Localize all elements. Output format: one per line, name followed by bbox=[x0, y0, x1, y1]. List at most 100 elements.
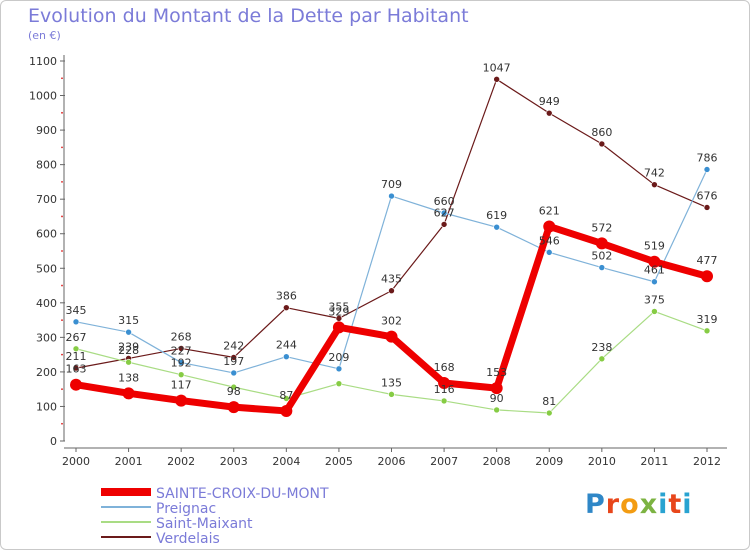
data-point-verdelais bbox=[493, 76, 500, 83]
data-point-verdelais bbox=[703, 204, 711, 211]
data-label-sainte-croix-du-mont: 621 bbox=[539, 204, 560, 217]
data-point-preignac bbox=[230, 369, 238, 377]
x-tick-label: 2001 bbox=[115, 455, 143, 468]
data-point-sainte-croix-du-mont bbox=[648, 255, 661, 268]
data-point-preignac bbox=[335, 365, 343, 373]
data-label-sainte-croix-du-mont: 87 bbox=[279, 389, 293, 402]
x-tick-label: 2008 bbox=[483, 455, 511, 468]
data-label-preignac: 345 bbox=[66, 304, 87, 317]
data-label-preignac: 461 bbox=[644, 264, 665, 277]
data-point-preignac bbox=[283, 353, 290, 361]
data-point-saint-maixant bbox=[545, 409, 553, 417]
data-label-sainte-croix-du-mont: 302 bbox=[381, 315, 402, 328]
data-label-saint-maixant: 375 bbox=[644, 293, 665, 306]
data-label-preignac: 197 bbox=[223, 355, 244, 368]
data-label-preignac: 227 bbox=[171, 345, 192, 358]
data-point-sainte-croix-du-mont bbox=[227, 401, 240, 414]
x-tick-label: 2005 bbox=[325, 455, 353, 468]
legend: SAINTE-CROIX-DU-MONTPreignacSaint-Maixan… bbox=[101, 486, 329, 547]
data-point-saint-maixant bbox=[177, 371, 185, 378]
data-point-verdelais bbox=[72, 364, 80, 372]
y-minor-tick bbox=[61, 181, 63, 183]
data-label-preignac: 209 bbox=[328, 351, 349, 364]
legend-label-saint-maixant: Saint-Maixant bbox=[156, 516, 253, 532]
data-point-preignac bbox=[545, 249, 553, 256]
data-label-saint-maixant: 90 bbox=[490, 392, 504, 405]
data-label-verdelais: 242 bbox=[223, 339, 244, 352]
data-label-sainte-croix-du-mont: 572 bbox=[591, 221, 612, 234]
data-point-saint-maixant bbox=[493, 406, 500, 414]
y-tick-label: 200 bbox=[36, 366, 57, 379]
data-label-verdelais: 860 bbox=[591, 126, 612, 139]
data-point-verdelais bbox=[388, 287, 395, 295]
data-point-sainte-croix-du-mont bbox=[122, 387, 135, 400]
y-tick-label: 100 bbox=[36, 400, 57, 413]
y-minor-tick bbox=[61, 353, 63, 356]
data-label-preignac: 786 bbox=[697, 151, 718, 164]
y-tick-label: 400 bbox=[36, 297, 57, 310]
data-point-preignac bbox=[493, 223, 500, 231]
legend-label-preignac: Preignac bbox=[156, 501, 216, 517]
data-point-preignac bbox=[125, 328, 132, 336]
data-point-sainte-croix-du-mont bbox=[332, 321, 345, 334]
data-point-sainte-croix-du-mont bbox=[385, 330, 398, 343]
y-tick-label: 0 bbox=[50, 435, 57, 448]
x-tick-label: 2011 bbox=[640, 455, 668, 468]
x-tick-label: 2012 bbox=[693, 455, 721, 468]
x-tick-label: 2004 bbox=[272, 455, 300, 468]
data-label-preignac: 619 bbox=[486, 209, 507, 222]
y-minor-tick bbox=[61, 111, 63, 114]
data-label-verdelais: 949 bbox=[539, 95, 560, 108]
data-label-verdelais: 355 bbox=[328, 300, 349, 313]
data-point-preignac bbox=[388, 192, 395, 200]
x-tick-label: 2007 bbox=[430, 455, 458, 468]
chart-unit: (en €) bbox=[28, 29, 61, 42]
data-label-saint-maixant: 135 bbox=[381, 376, 402, 389]
data-point-verdelais bbox=[598, 140, 606, 148]
data-point-preignac bbox=[440, 209, 448, 217]
data-label-sainte-croix-du-mont: 163 bbox=[66, 363, 87, 376]
data-label-sainte-croix-du-mont: 519 bbox=[644, 240, 665, 253]
data-point-verdelais bbox=[283, 304, 290, 311]
y-tick-label: 300 bbox=[36, 331, 57, 344]
y-minor-tick bbox=[61, 284, 63, 287]
data-point-saint-maixant bbox=[283, 395, 290, 402]
y-minor-tick bbox=[61, 388, 63, 391]
data-point-sainte-croix-du-mont bbox=[490, 382, 503, 395]
data-label-verdelais: 239 bbox=[118, 340, 139, 353]
data-point-saint-maixant bbox=[230, 383, 238, 391]
data-point-saint-maixant bbox=[598, 355, 606, 363]
x-tick-label: 2003 bbox=[220, 455, 248, 468]
data-label-saint-maixant: 81 bbox=[542, 395, 556, 408]
data-label-verdelais: 676 bbox=[697, 189, 718, 202]
data-label-sainte-croix-du-mont: 138 bbox=[118, 371, 139, 384]
data-point-saint-maixant bbox=[72, 345, 80, 353]
data-label-verdelais: 627 bbox=[434, 206, 455, 219]
series-points bbox=[70, 76, 713, 417]
y-tick-label: 500 bbox=[36, 262, 57, 275]
y-tick-label: 700 bbox=[36, 193, 57, 206]
data-label-verdelais: 386 bbox=[276, 290, 297, 303]
data-point-preignac bbox=[598, 264, 606, 271]
data-point-saint-maixant bbox=[335, 380, 343, 387]
data-label-verdelais: 435 bbox=[381, 273, 402, 286]
data-label-preignac: 502 bbox=[591, 250, 612, 263]
x-tick-label: 2002 bbox=[167, 455, 195, 468]
y-tick-label: 1000 bbox=[29, 90, 57, 103]
data-label-preignac: 660 bbox=[434, 195, 455, 208]
proxiti-logo: Proxiti bbox=[585, 489, 693, 520]
data-label-verdelais: 1047 bbox=[483, 61, 511, 74]
data-point-saint-maixant bbox=[651, 308, 658, 315]
data-label-sainte-croix-du-mont: 477 bbox=[697, 254, 718, 267]
data-label-verdelais: 742 bbox=[644, 167, 665, 180]
data-label-sainte-croix-du-mont: 168 bbox=[434, 361, 455, 374]
y-minor-tick bbox=[61, 319, 63, 321]
chart-title: Evolution du Montant de la Dette par Hab… bbox=[28, 5, 469, 27]
data-point-sainte-croix-du-mont bbox=[438, 376, 451, 389]
data-point-verdelais bbox=[651, 181, 658, 188]
y-tick-label: 900 bbox=[36, 124, 57, 137]
data-point-saint-maixant bbox=[440, 397, 448, 405]
y-minor-tick bbox=[61, 422, 63, 425]
axes: 0 100 200 300 400 500 600 700 800 900 1000 1100 2000… bbox=[29, 55, 727, 468]
data-point-sainte-croix-du-mont bbox=[543, 220, 556, 233]
